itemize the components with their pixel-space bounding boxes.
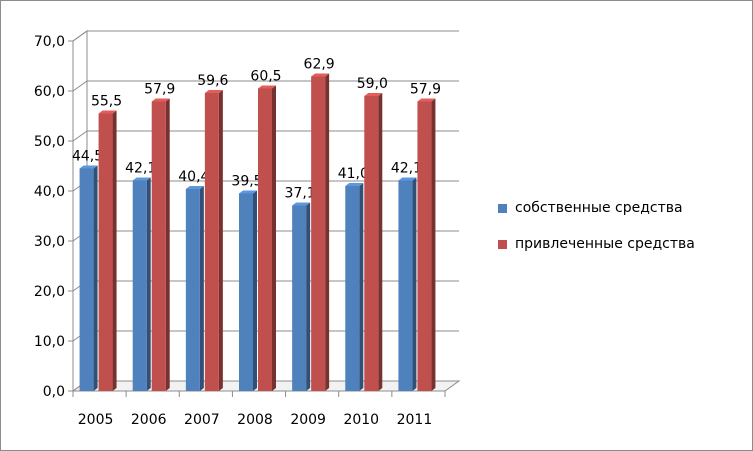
bar-own-funds xyxy=(398,180,413,391)
data-label-borrowed-funds: 55,5 xyxy=(91,94,122,110)
bar-borrowed-funds xyxy=(98,113,113,391)
data-label-borrowed-funds: 57,9 xyxy=(410,82,441,98)
data-label-own-funds: 42,1 xyxy=(125,161,156,177)
x-tick-label: 2010 xyxy=(343,412,379,428)
bar-own-funds xyxy=(292,205,307,391)
bar-side-borrowed-funds xyxy=(378,93,383,391)
data-label-borrowed-funds: 59,0 xyxy=(357,76,388,92)
bar-side-own-funds xyxy=(412,177,417,391)
bar-borrowed-funds xyxy=(258,88,272,391)
bar-own-funds xyxy=(132,180,147,391)
gridline xyxy=(72,130,459,142)
y-tick-label: 30,0 xyxy=(34,234,65,250)
y-tick-label: 0,0 xyxy=(43,384,65,400)
bar-borrowed-funds xyxy=(204,93,219,391)
data-label-borrowed-funds: 60,5 xyxy=(250,69,281,85)
bar-top-borrowed-funds xyxy=(151,98,170,102)
gridline xyxy=(72,30,459,42)
bar-top-own-funds xyxy=(292,202,311,206)
bar-side-own-funds xyxy=(93,165,98,391)
data-label-own-funds: 44,5 xyxy=(72,149,103,165)
bar-own-funds xyxy=(79,168,94,391)
bar-top-borrowed-funds xyxy=(364,93,383,96)
legend-swatch-own-funds xyxy=(498,203,507,213)
bar-top-own-funds xyxy=(132,177,151,181)
bar-side-borrowed-funds xyxy=(112,110,117,391)
data-label-own-funds: 39,5 xyxy=(231,174,262,190)
bar-own-funds xyxy=(345,186,360,391)
bar-top-borrowed-funds xyxy=(311,73,330,77)
data-label-own-funds: 42,1 xyxy=(391,161,422,177)
bar-top-own-funds xyxy=(185,186,204,189)
x-tick-label: 2005 xyxy=(78,412,114,428)
legend-label-borrowed-funds: привлеченные средства xyxy=(515,236,695,252)
bar-side-own-funds xyxy=(359,183,364,391)
x-tick-label: 2008 xyxy=(237,412,273,428)
bar-top-borrowed-funds xyxy=(204,90,223,93)
bar-top-own-funds xyxy=(345,183,364,186)
bar-side-own-funds xyxy=(146,177,151,391)
bar-own-funds xyxy=(239,193,253,391)
bar-side-borrowed-funds xyxy=(325,73,330,391)
bar-top-own-funds xyxy=(239,190,257,194)
data-label-own-funds: 37,1 xyxy=(285,186,316,202)
legend: собственные средства привлеченные средст… xyxy=(498,198,695,270)
bar-top-borrowed-funds xyxy=(417,98,436,102)
data-label-borrowed-funds: 59,6 xyxy=(197,73,228,89)
bar-side-own-funds xyxy=(253,190,257,391)
y-tick-label: 10,0 xyxy=(34,334,65,350)
x-tick-label: 2009 xyxy=(290,412,326,428)
legend-item-own-funds: собственные средства xyxy=(498,198,695,218)
bar-own-funds xyxy=(185,189,200,391)
legend-item-borrowed-funds: привлеченные средства xyxy=(498,234,695,254)
y-tick-label: 20,0 xyxy=(34,284,65,300)
bar-top-own-funds xyxy=(79,165,98,169)
bar-borrowed-funds xyxy=(417,101,432,391)
bar-top-own-funds xyxy=(398,177,417,181)
bar-top-borrowed-funds xyxy=(98,110,117,114)
data-label-own-funds: 40,4 xyxy=(178,169,209,185)
bar-side-own-funds xyxy=(199,186,204,391)
bar-side-borrowed-funds xyxy=(272,85,276,391)
legend-label-own-funds: собственные средства xyxy=(515,200,683,216)
y-tick-label: 40,0 xyxy=(34,184,65,200)
data-label-own-funds: 41,0 xyxy=(338,166,369,182)
bar-borrowed-funds xyxy=(151,101,166,391)
data-label-borrowed-funds: 62,9 xyxy=(304,57,335,73)
x-tick-label: 2006 xyxy=(131,412,167,428)
gridline xyxy=(72,80,459,92)
bar-side-borrowed-funds xyxy=(431,98,436,391)
legend-swatch-borrowed-funds xyxy=(498,239,507,249)
x-tick-label: 2007 xyxy=(184,412,220,428)
data-label-borrowed-funds: 57,9 xyxy=(144,82,175,98)
y-tick-label: 50,0 xyxy=(34,134,65,150)
bar-side-own-funds xyxy=(306,202,311,391)
bar-side-borrowed-funds xyxy=(218,90,223,391)
bar-borrowed-funds xyxy=(311,76,326,391)
y-tick-label: 70,0 xyxy=(34,34,65,50)
bar-borrowed-funds xyxy=(364,96,379,391)
bar-top-borrowed-funds xyxy=(258,85,276,89)
x-tick-label: 2011 xyxy=(397,412,433,428)
bar-side-borrowed-funds xyxy=(165,98,170,391)
y-tick-label: 60,0 xyxy=(34,84,65,100)
